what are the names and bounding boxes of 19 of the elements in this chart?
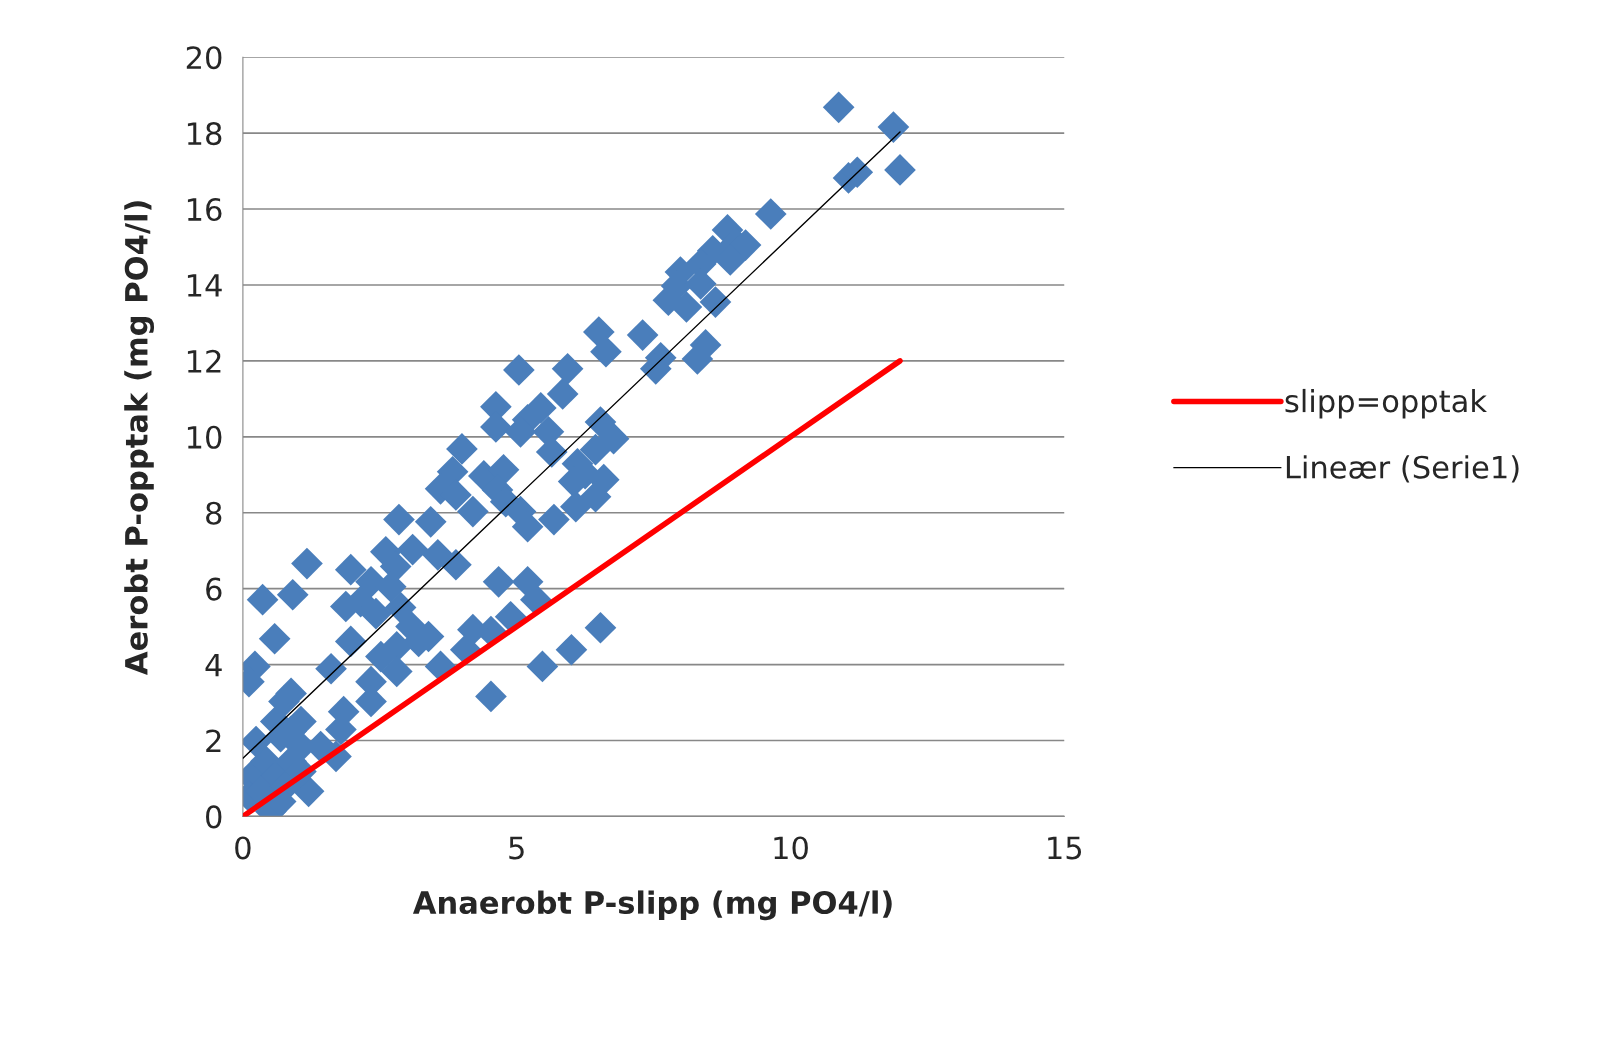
y-tick-label: 10 [187,425,222,449]
y-tick-label: 14 [187,274,222,297]
y-tick-label: 20 [186,46,222,70]
legend-label: Lineær (Serie1) [1286,455,1519,483]
legend-label: slipp=opptak [1285,388,1487,419]
y-tick-label: 6 [206,577,222,601]
y-tick-label: 18 [187,122,222,146]
y-tick-label: 16 [187,197,222,222]
y-tick-label: 2 [206,729,221,753]
x-tick-label: 10 [774,836,808,860]
y-tick-label: 0 [206,805,222,829]
y-tick-label: 12 [187,349,221,373]
x-tick-label: 0 [235,836,251,860]
y-tick-label: 4 [205,653,222,677]
y-tick-label: 8 [206,501,222,525]
x-axis-title: Anaerobt P-slipp (mg PO4/l) [412,890,892,921]
x-tick-label: 15 [1048,836,1082,860]
x-tick-label: 5 [509,836,524,860]
y-axis-title: Aerobt P-opptak (mg PO4/l) [124,201,155,675]
